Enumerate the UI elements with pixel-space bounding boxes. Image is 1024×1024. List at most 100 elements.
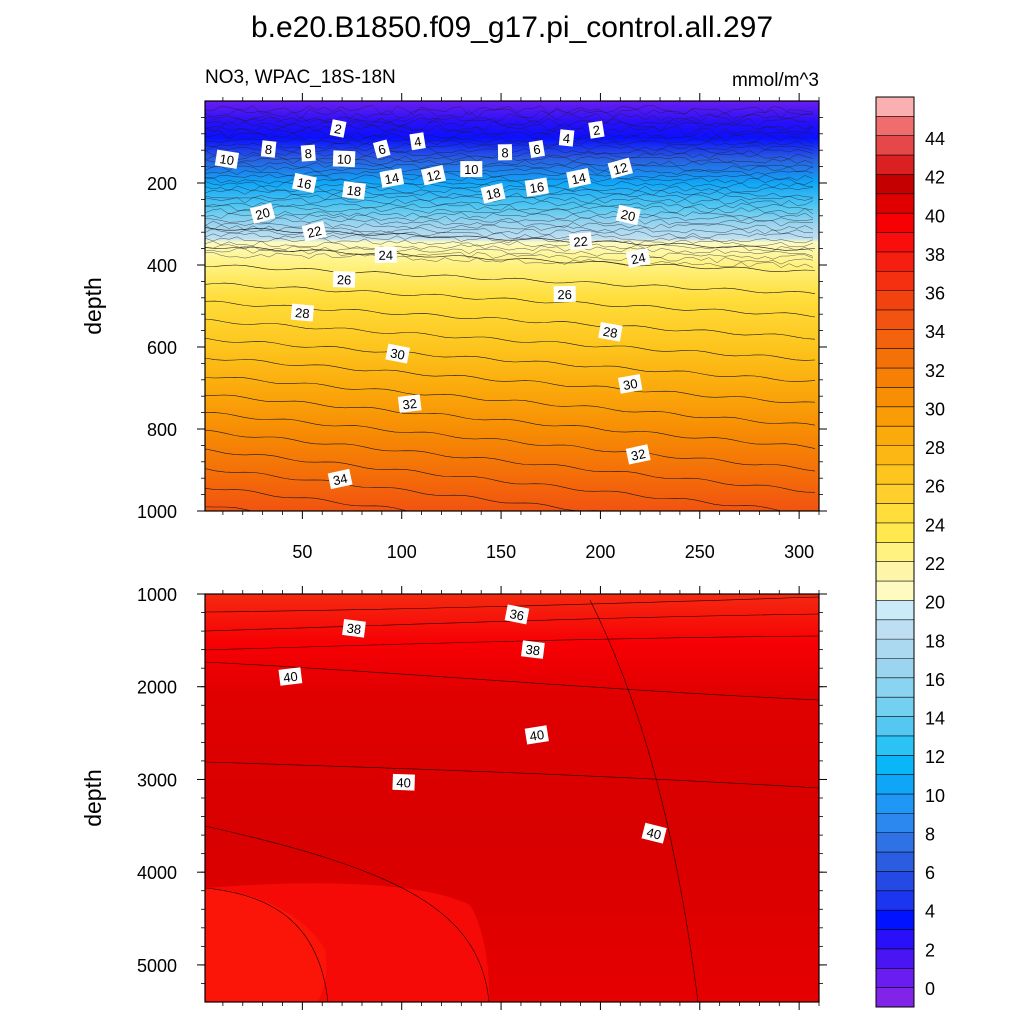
lower-contour-lines [205,596,819,1002]
contour-label: 8 [497,144,513,161]
contour-label: 24 [625,247,651,269]
colorbar-swatch [876,290,914,311]
contour-line [205,105,814,116]
contour-line [205,357,816,403]
colorbar-swatch [876,658,914,679]
svg-text:24: 24 [378,248,393,263]
contour-label: 14 [566,167,592,189]
contour-line [205,112,814,124]
subtitle-left: NO3, WPAC_18S-18N [205,67,396,88]
subtitle-right: mmol/m^3 [732,70,819,91]
contour-line [205,596,819,613]
colorbar: 4442403836343230282624222018161412108642… [875,96,945,1008]
colorbar-swatch [876,677,914,698]
contour-label: 30 [617,374,643,394]
colorbar-swatch [876,871,914,892]
colorbar-swatch [876,948,914,969]
contour-line [205,468,608,511]
colorbar-swatch [876,484,914,505]
contour-label: 18 [342,181,366,200]
colorbar-swatch [876,426,914,447]
lower-ylabel: depth [80,769,106,827]
contour-label: 30 [385,343,411,364]
lower-core-inner [205,888,327,1002]
contour-line [205,220,814,235]
colorbar-swatch [876,522,914,543]
svg-text:20: 20 [619,207,636,225]
colorbar-label: 30 [925,399,945,419]
colorbar-swatch [876,755,914,776]
contour-line [205,202,814,215]
colorbar-label: 10 [925,786,945,806]
contour-line [205,120,814,132]
colorbar-swatch [876,329,914,350]
upper-frame [204,100,820,512]
contour-label: 28 [290,303,315,322]
contour-line [589,599,699,1002]
colorbar-swatch [876,368,914,388]
colorbar-label: 0 [925,979,935,999]
colorbar-swatch [876,968,914,989]
contour-line [205,236,814,252]
svg-text:30: 30 [622,376,639,393]
svg-text:38: 38 [525,642,541,659]
colorbar-swatch [876,600,914,621]
colorbar-swatch [876,309,914,330]
colorbar-swatch [876,852,914,872]
contour-label: 40 [641,822,667,844]
y-tick-label: 200 [147,174,177,194]
x-tick-label: 150 [486,542,516,562]
contour-line [205,228,814,244]
contour-line [205,887,329,1002]
colorbar-label: 40 [925,206,945,226]
svg-text:20: 20 [254,205,272,223]
y-tick-label: 3000 [137,770,177,790]
contour-line [205,376,816,426]
lower-panel: 36 38 38 40 40 40 40 1000 2000 3000 4000 5000 dept… [80,585,827,1010]
upper-ticks: 200 400 600 800 1000 50 100 150 200 250 300 [137,93,827,562]
contour-label: 6 [528,140,545,158]
y-tick-label: 800 [147,420,177,440]
contour-line [205,204,814,219]
svg-text:6: 6 [532,142,541,158]
contour-line [205,162,814,173]
colorbar-label: 42 [925,168,945,188]
colorbar-label: 2 [925,940,935,960]
contour-line [205,251,814,268]
contour-label: 38 [342,619,366,638]
colorbar-label: 32 [925,361,945,381]
colorbar-swatch [876,116,914,137]
colorbar-label: 34 [925,322,945,342]
contour-line [205,264,816,294]
svg-text:4: 4 [413,134,422,150]
contour-label: 20 [249,202,276,224]
svg-text:10: 10 [464,162,478,177]
svg-text:8: 8 [264,142,273,158]
contour-label: 38 [521,640,545,659]
svg-text:38: 38 [346,620,362,637]
contour-label: 8 [300,144,316,162]
svg-text:40: 40 [396,775,411,790]
colorbar-swatch [876,271,914,292]
svg-text:28: 28 [602,324,619,341]
contour-label: 10 [214,149,240,169]
contour-line [205,487,410,511]
contour-line [205,165,814,176]
lower-contour-labels: 36 38 38 40 40 40 40 [278,604,667,844]
colorbar-label: 28 [925,438,945,458]
svg-text:18: 18 [346,183,362,200]
contour-label: 36 [504,604,530,625]
x-tick-label: 300 [784,542,814,562]
contour-line [205,412,816,472]
svg-text:8: 8 [501,145,508,160]
colorbar-label: 36 [925,284,945,304]
colorbar-label: 44 [925,129,945,149]
contour-label: 34 [327,468,353,490]
contour-line [205,116,814,128]
colorbar-label: 20 [925,593,945,613]
colorbar-swatch [876,174,914,195]
svg-text:10: 10 [219,151,236,168]
svg-text:32: 32 [402,396,418,413]
contour-line [205,394,816,449]
lower-ticks: 1000 2000 3000 4000 5000 [137,585,827,1010]
